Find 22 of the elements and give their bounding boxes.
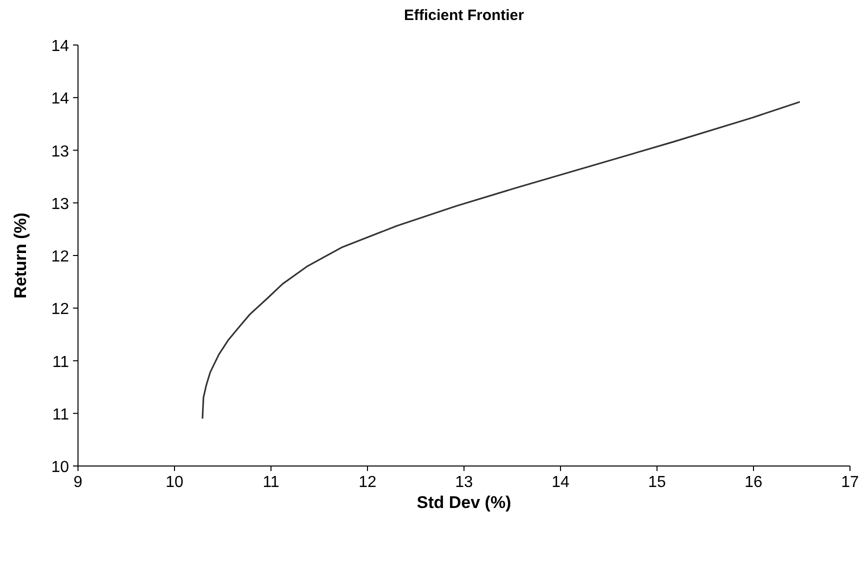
x-tick-label: 11 [262,474,280,491]
y-tick-label: 13 [51,143,70,160]
y-tick-label: 10 [51,459,70,476]
x-tick-label: 16 [744,474,762,491]
y-tick-label: 14 [51,90,70,108]
y-tick-label: 12 [51,301,70,318]
x-tick-label: 13 [455,474,473,491]
y-tick-label: 11 [52,354,70,371]
x-tick-label: 12 [358,474,376,491]
x-tick-label: 14 [552,474,570,491]
x-tick-label: 10 [166,474,184,491]
y-tick-label: 12 [51,248,70,266]
chart-title: Efficient Frontier [404,7,524,24]
y-tick-label: 13 [51,196,70,213]
line-series [202,101,801,420]
y-tick-label: 11 [52,406,70,424]
y-axis-title: Return (%) [11,212,30,298]
x-axis-title: Std Dev (%) [416,493,512,512]
x-tick-label: 15 [648,474,666,491]
x-tick-label: 17 [841,474,859,491]
y-tick-label: 14 [51,38,70,55]
x-tick-label: 9 [74,474,83,491]
